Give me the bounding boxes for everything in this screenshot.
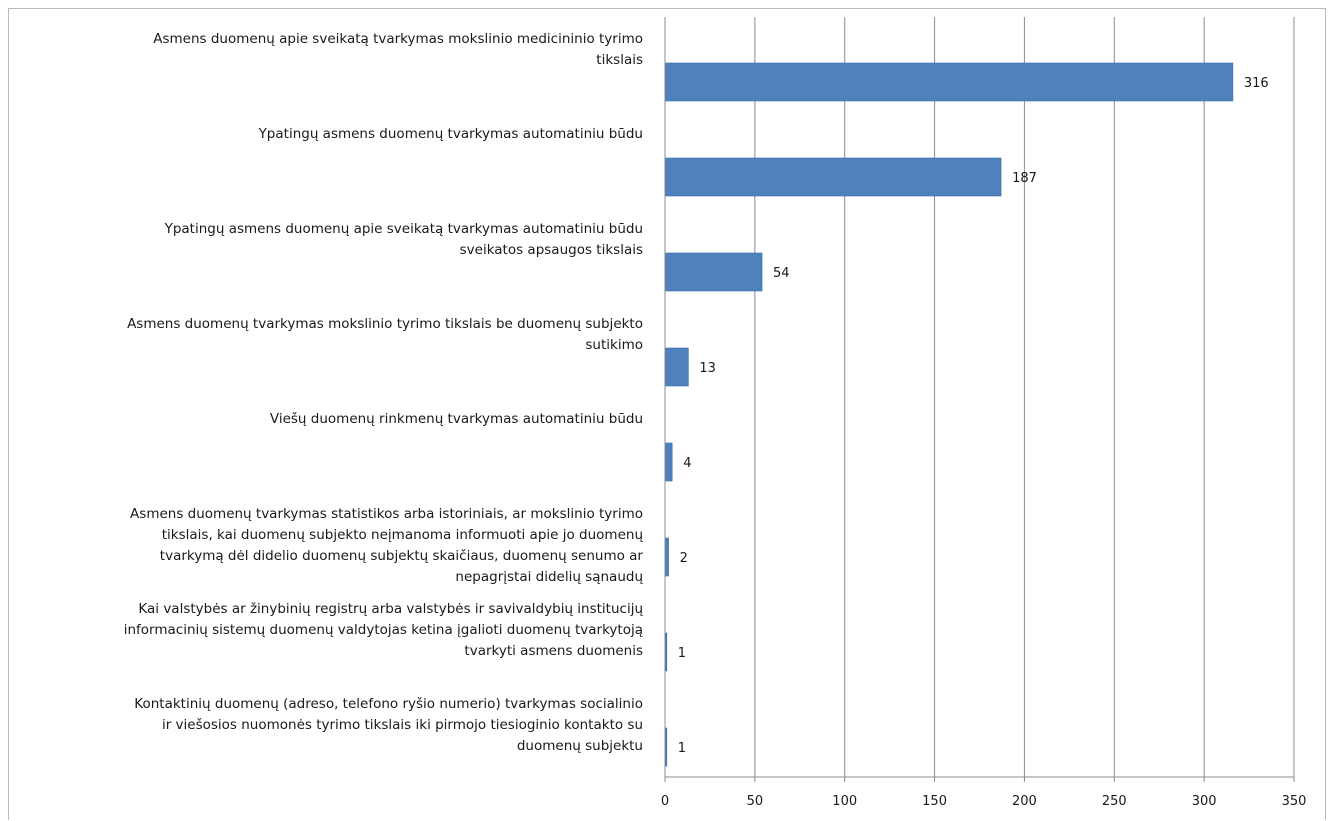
grid-lines bbox=[754, 17, 1295, 777]
data-label-8: 1 bbox=[678, 741, 686, 756]
x-tick-label-100: 100 bbox=[832, 794, 857, 809]
chart-frame: Asmens duomenų apie sveikatą tvarkymas m… bbox=[8, 8, 1326, 820]
data-label-7: 1 bbox=[678, 646, 686, 661]
category-label-1: Asmens duomenų apie sveikatą tvarkymas m… bbox=[153, 31, 643, 68]
category-label-2: Ypatingų asmens duomenų tvarkymas automa… bbox=[258, 126, 643, 142]
x-tick-label-0: 0 bbox=[661, 794, 669, 809]
bar-6 bbox=[665, 537, 669, 577]
data-label-2: 187 bbox=[1012, 171, 1037, 186]
category-label-8: Kontaktinių duomenų (adreso, telefono ry… bbox=[134, 696, 643, 754]
x-tick-label-300: 300 bbox=[1192, 794, 1217, 809]
x-tick-label-50: 50 bbox=[747, 794, 764, 809]
data-label-4: 13 bbox=[699, 361, 716, 376]
bar-8 bbox=[665, 727, 668, 767]
bar-4 bbox=[665, 347, 689, 387]
data-labels: 316 187 54 13 4 2 1 1 bbox=[678, 76, 1269, 756]
horizontal-bar-chart: Asmens duomenų apie sveikatą tvarkymas m… bbox=[124, 17, 1307, 809]
x-tick-label-200: 200 bbox=[1012, 794, 1037, 809]
category-labels: Asmens duomenų apie sveikatą tvarkymas m… bbox=[124, 31, 644, 754]
data-label-1: 316 bbox=[1244, 76, 1269, 91]
bar-7 bbox=[665, 632, 668, 672]
x-tick-label-350: 350 bbox=[1282, 794, 1307, 809]
bar-1 bbox=[665, 62, 1234, 102]
x-tick-label-150: 150 bbox=[922, 794, 947, 809]
bar-2 bbox=[665, 157, 1002, 197]
x-tick-label-250: 250 bbox=[1102, 794, 1127, 809]
category-label-5: Viešų duomenų rinkmenų tvarkymas automat… bbox=[270, 411, 643, 427]
axes bbox=[664, 17, 1295, 782]
category-label-4: Asmens duomenų tvarkymas mokslinio tyrim… bbox=[127, 316, 643, 353]
category-label-6: Asmens duomenų tvarkymas statistikos arb… bbox=[130, 506, 643, 585]
data-label-6: 2 bbox=[680, 551, 688, 566]
bar-5 bbox=[665, 442, 673, 482]
category-label-3: Ypatingų asmens duomenų apie sveikatą tv… bbox=[164, 221, 643, 258]
x-tick-labels: 0 50 100 150 200 250 300 350 bbox=[661, 794, 1307, 809]
category-label-7: Kai valstybės ar žinybinių registrų arba… bbox=[124, 601, 644, 659]
data-label-3: 54 bbox=[773, 266, 790, 281]
bars bbox=[665, 62, 1234, 767]
bar-3 bbox=[665, 252, 763, 292]
data-label-5: 4 bbox=[683, 456, 691, 471]
